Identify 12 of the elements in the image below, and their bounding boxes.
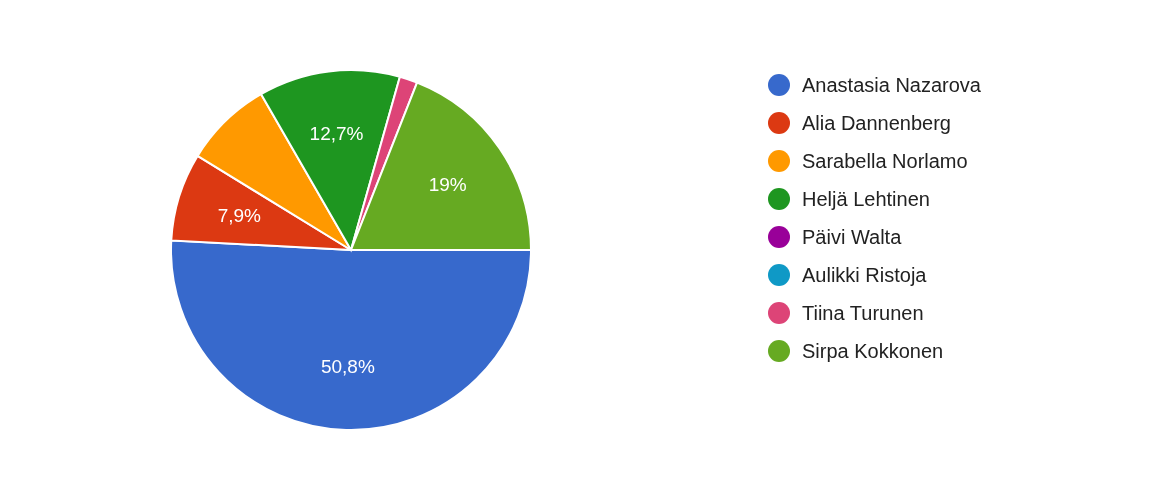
data-label: 50,8% <box>320 356 375 378</box>
data-label: 12,7% <box>309 123 364 145</box>
legend-label: Heljä Lehtinen <box>802 187 930 211</box>
data-label: 19% <box>428 173 467 195</box>
legend-label: Sarabella Norlamo <box>802 149 968 173</box>
data-label: 7,9% <box>217 204 262 226</box>
legend-label: Alia Dannenberg <box>802 111 951 135</box>
legend-label: Päivi Walta <box>802 225 902 249</box>
legend-label: Anastasia Nazarova <box>802 73 981 97</box>
legend-label: Sirpa Kokkonen <box>802 339 944 363</box>
legend-label: Tiina Turunen <box>802 301 924 325</box>
legend-label: Aulikki Ristoja <box>802 263 927 287</box>
